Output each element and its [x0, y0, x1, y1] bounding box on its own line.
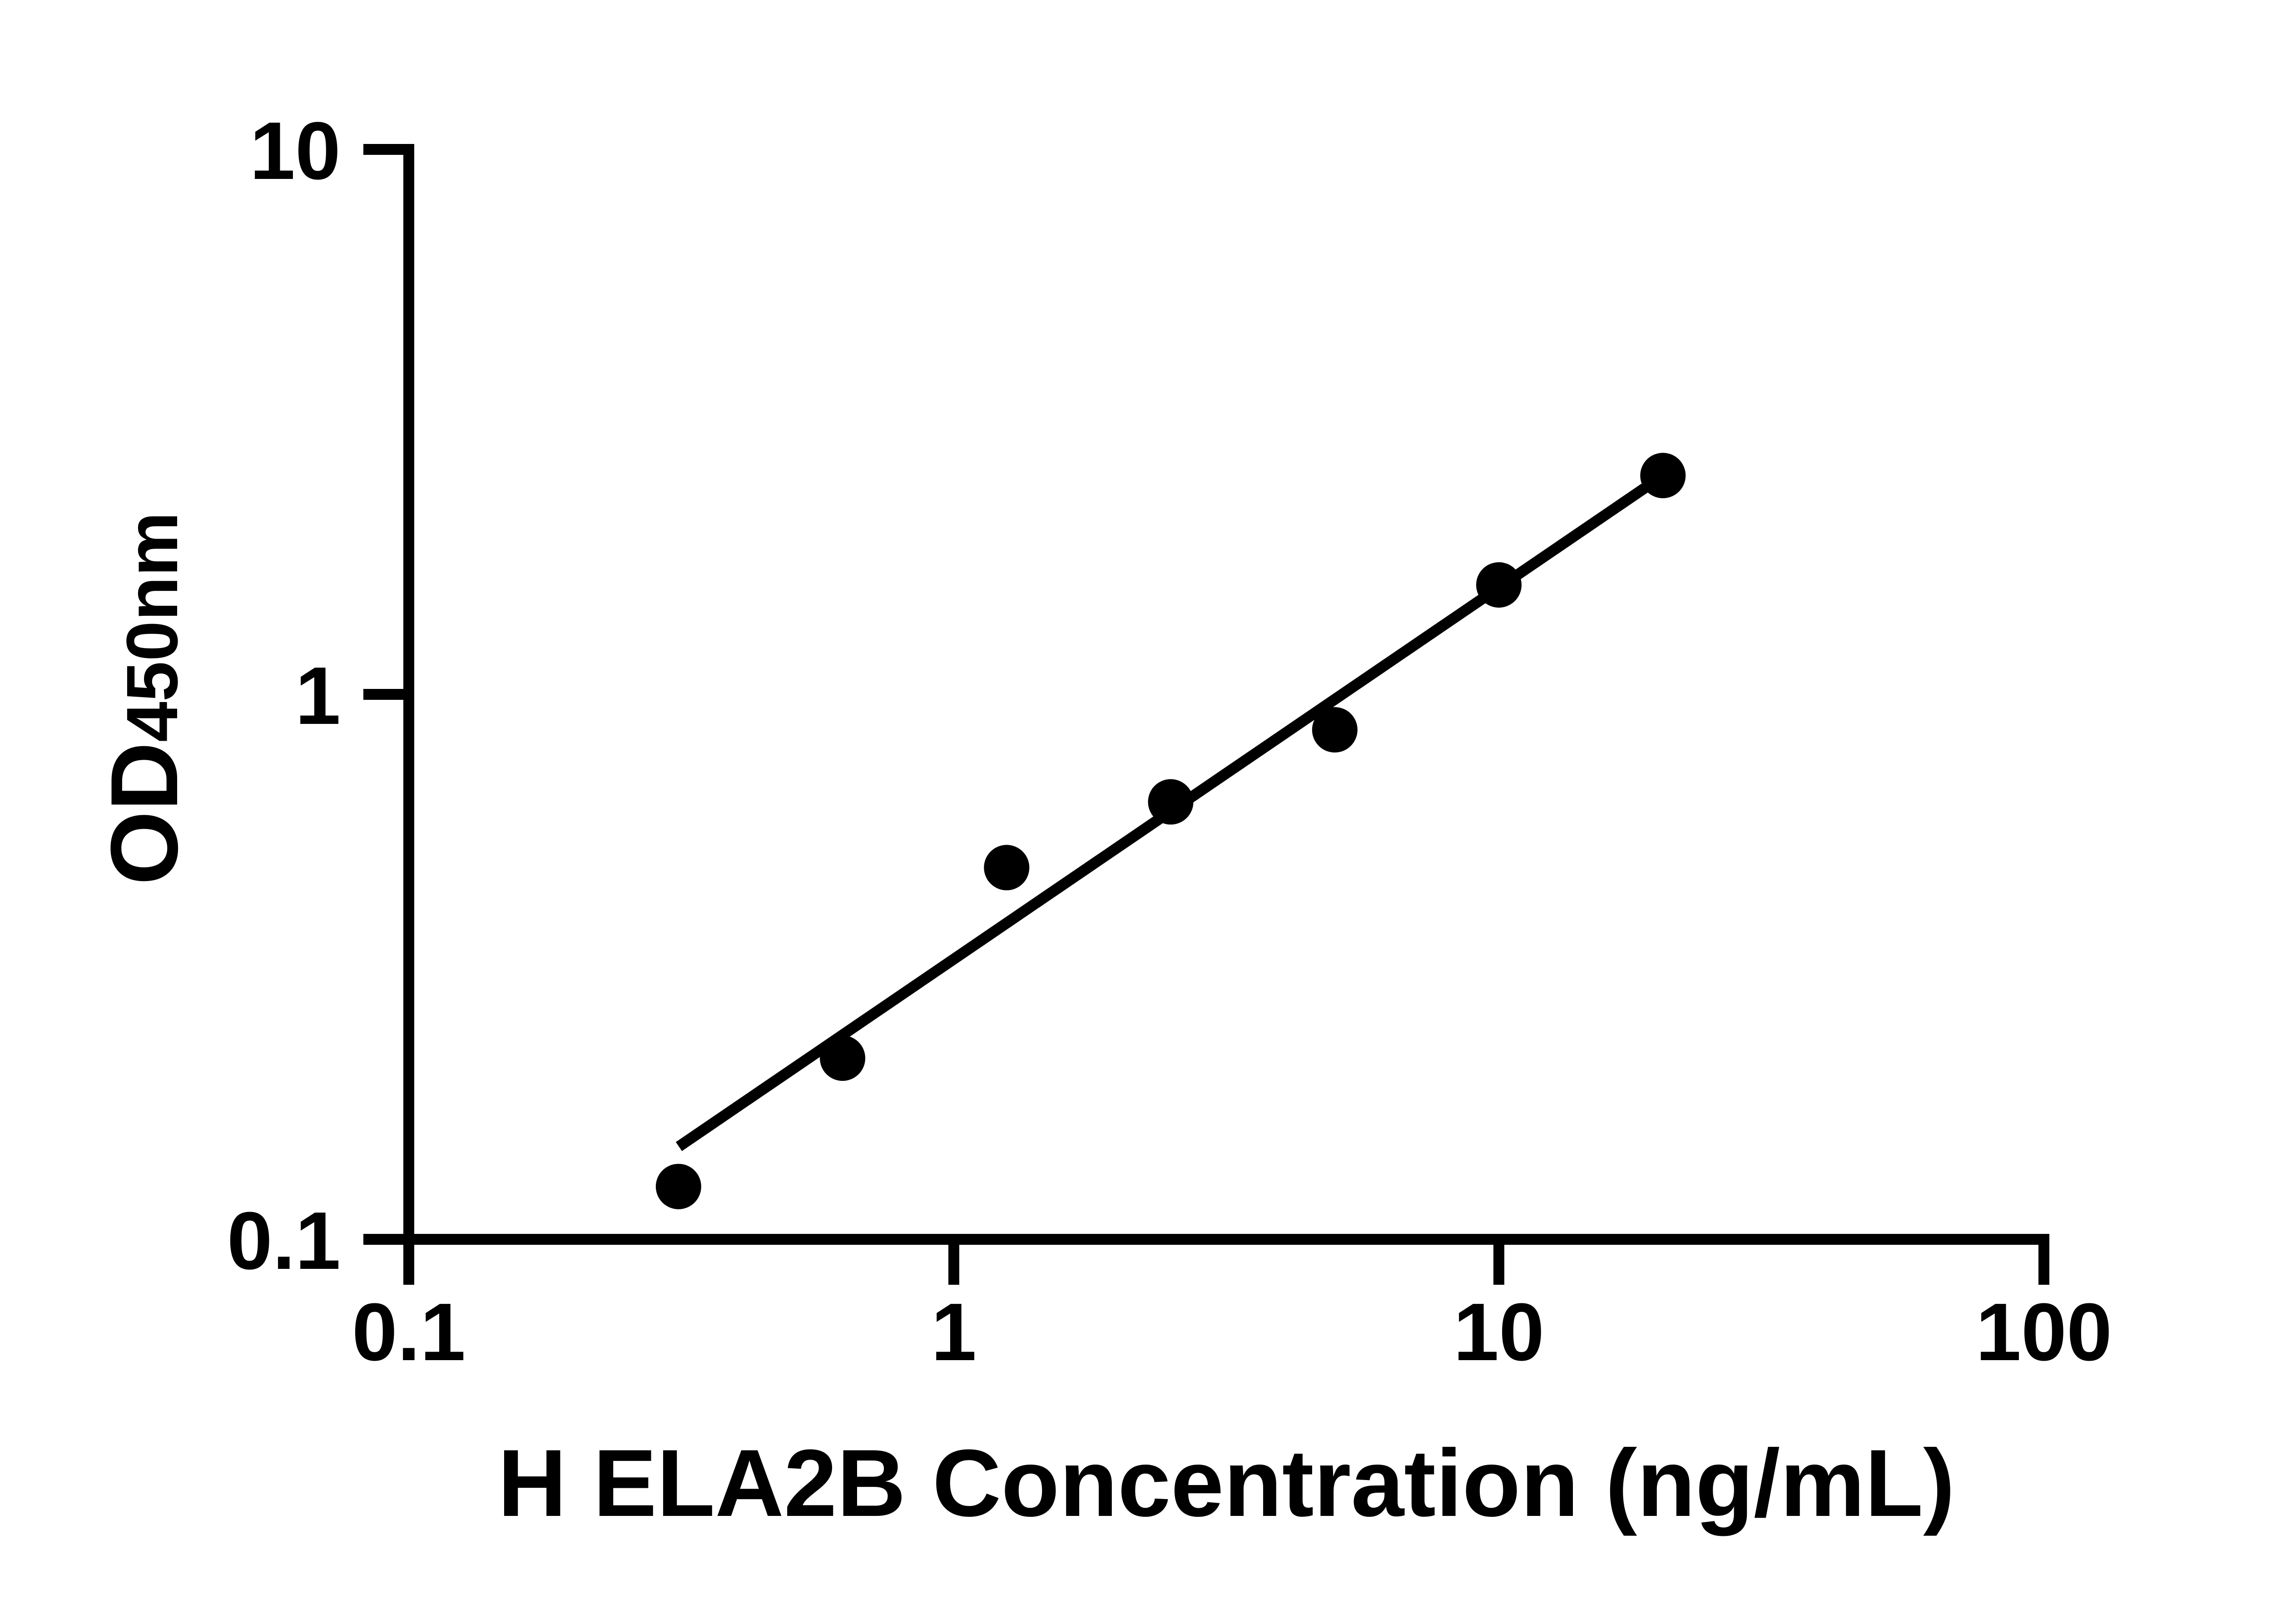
axes: [403, 144, 2049, 1245]
y-tick-mark: [363, 1234, 409, 1245]
x-axis-ticks: 0.1 1 10 100: [352, 1239, 2112, 1378]
data-point-marker: [655, 1164, 701, 1209]
y-tick-label: 10: [250, 105, 341, 197]
x-tick-mark: [403, 1239, 414, 1285]
x-tick-mark: [948, 1239, 959, 1285]
x-axis-title: H ELA2B Concentration (ng/mL): [498, 1430, 1955, 1536]
y-tick-label: 1: [295, 650, 341, 742]
data-point-marker: [1476, 562, 1522, 608]
data-point-marker: [984, 845, 1030, 891]
y-tick-label: 0.1: [227, 1195, 341, 1287]
y-tick-mark: [363, 144, 409, 155]
y-axis-title-main: OD: [91, 742, 198, 885]
x-tick-mark: [1493, 1239, 1504, 1285]
x-tick-label: 100: [1976, 1287, 2112, 1378]
data-point-marker: [1148, 779, 1194, 825]
y-axis-ticks: 0.1 1 10: [227, 105, 409, 1287]
data-point-marker: [820, 1035, 866, 1081]
y-axis-title-sub: 450nm: [111, 512, 193, 742]
y-tick-mark: [363, 689, 409, 700]
x-tick-label: 1: [931, 1287, 977, 1378]
data-points: [655, 453, 1686, 1209]
x-tick-label: 0.1: [352, 1287, 466, 1378]
x-axis-line: [403, 1234, 2049, 1245]
y-axis-title: OD450nm: [91, 512, 198, 885]
data-point-marker: [1640, 453, 1686, 499]
x-tick-label: 10: [1453, 1287, 1544, 1378]
data-point-marker: [1312, 707, 1358, 753]
x-tick-mark: [2038, 1239, 2049, 1285]
